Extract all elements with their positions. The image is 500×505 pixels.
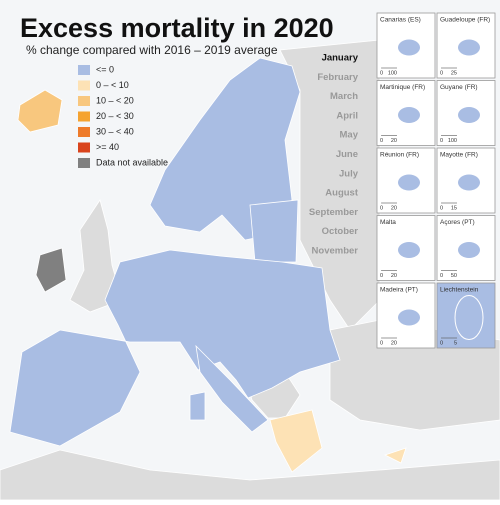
scale-label: 20 <box>391 340 397 346</box>
country <box>383 447 407 464</box>
inset-island <box>398 107 420 123</box>
legend-swatch <box>78 158 90 168</box>
scale-label: 20 <box>391 205 397 211</box>
inset-name: Martinique (FR) <box>380 84 425 91</box>
inset-name: Malta <box>380 219 396 226</box>
scale-label: 0 <box>440 273 443 279</box>
legend-label: 20 – < 30 <box>96 111 134 121</box>
inset-island <box>398 39 420 56</box>
month-option[interactable]: October <box>322 226 359 237</box>
country <box>269 409 323 473</box>
legend-label: 10 – < 20 <box>96 95 134 105</box>
inset-name: Mayotte (FR) <box>440 152 478 159</box>
legend-label: Data not available <box>96 157 168 167</box>
scale-label: 0 <box>440 340 443 346</box>
legend-swatch <box>78 96 90 106</box>
legend-swatch <box>78 65 90 75</box>
scale-label: 100 <box>448 138 457 144</box>
inset-island <box>458 39 480 56</box>
inset-name: Guadeloupe (FR) <box>440 17 490 24</box>
scale-label: 0 <box>440 138 443 144</box>
scale-label: 0 <box>440 205 443 211</box>
legend-swatch <box>78 111 90 122</box>
country <box>149 57 301 241</box>
subtitle: % change compared with 2016 – 2019 avera… <box>26 43 278 57</box>
month-option[interactable]: March <box>330 91 358 102</box>
month-option[interactable]: November <box>312 246 359 257</box>
inset-island <box>458 174 480 191</box>
legend-label: 0 – < 10 <box>96 80 129 90</box>
inset-name: Guyane (FR) <box>440 84 478 91</box>
legend-label: <= 0 <box>96 64 114 74</box>
month-option[interactable]: April <box>336 110 358 121</box>
inset-name: Liechtenstein <box>440 287 479 294</box>
scale-label: 25 <box>451 70 457 76</box>
country <box>195 344 269 433</box>
legend-label: 30 – < 40 <box>96 126 134 136</box>
inset-island <box>398 174 420 191</box>
scale-label: 15 <box>451 205 457 211</box>
legend-swatch <box>78 142 90 153</box>
country <box>35 247 67 293</box>
country <box>17 89 63 133</box>
scale-label: 0 <box>380 273 383 279</box>
legend: <= 0 0 – < 10 10 – < 20 20 – < 30 30 – < 40 >… <box>78 64 168 168</box>
scale-label: 0 <box>380 138 383 144</box>
scale-label: 0 <box>380 340 383 346</box>
inset-name: Madeira (PT) <box>380 287 418 294</box>
scale-label: 50 <box>451 273 457 279</box>
scale-label: 0 <box>380 205 383 211</box>
scale-label: 20 <box>391 138 397 144</box>
scale-label: 0 <box>380 70 383 76</box>
month-option[interactable]: June <box>336 149 358 160</box>
scale-label: 100 <box>388 70 397 76</box>
month-option[interactable]: February <box>317 72 358 83</box>
insets: Canarias (ES) 0 100 Guadeloupe (FR) 0 25 Marti… <box>376 12 496 349</box>
inset-name: Réunion (FR) <box>380 152 419 159</box>
month-selector[interactable]: January February March April May June July Augu… <box>309 53 359 257</box>
inset-island <box>458 242 480 258</box>
inset-name: Açores (PT) <box>440 219 475 226</box>
inset-island <box>454 295 484 340</box>
month-option[interactable]: May <box>340 130 359 141</box>
country <box>249 199 299 263</box>
title: Excess mortality in 2020 <box>20 13 334 43</box>
scale-label: 0 <box>440 70 443 76</box>
legend-swatch <box>78 80 90 91</box>
legend-swatch <box>78 127 90 137</box>
inset-island <box>398 309 420 326</box>
inset-island <box>458 107 480 123</box>
scale-label: 5 <box>454 340 457 346</box>
legend-label: >= 40 <box>96 142 119 152</box>
scale-label: 20 <box>391 273 397 279</box>
month-option[interactable]: August <box>325 188 359 199</box>
inset-name: Canarias (ES) <box>380 17 421 24</box>
month-option[interactable]: January <box>322 53 359 64</box>
country <box>189 391 206 421</box>
month-option[interactable]: July <box>339 168 359 179</box>
inset-island <box>398 242 420 258</box>
month-option[interactable]: September <box>309 207 358 218</box>
